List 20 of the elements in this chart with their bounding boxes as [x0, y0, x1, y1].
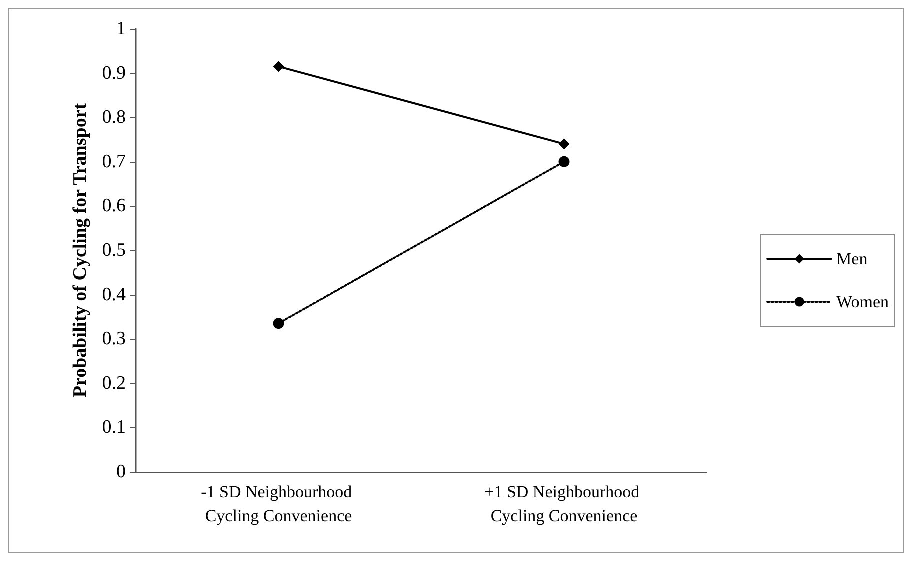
y-tick-label: 0.2	[102, 372, 126, 394]
point	[273, 61, 284, 72]
point	[558, 156, 570, 168]
y-axis-title: Probability of Cycling for Transport	[70, 102, 91, 398]
legend-label: Women	[836, 292, 890, 312]
y-tick-label: 0.9	[102, 62, 126, 84]
x-tick-label: +1 SD Neighbourhood Cycling Convenience	[484, 482, 644, 526]
y-tick-label: 0.4	[102, 284, 126, 306]
y-tick-label: 0.5	[102, 240, 126, 261]
legend-label: Men	[836, 250, 868, 268]
y-tick-label: 0.7	[102, 151, 126, 172]
y-tick-label: 0.3	[102, 328, 126, 350]
point	[558, 138, 570, 150]
y-tick-label: 0.8	[102, 107, 126, 128]
y-tick-label: 0.6	[102, 196, 126, 217]
y-tick-label: 0	[116, 462, 126, 482]
point	[273, 318, 284, 330]
y-tick-label: 0.1	[102, 417, 126, 438]
x-tick-label: -1 SD Neighbourhood Cycling Convenience	[201, 482, 356, 526]
y-tick-label: 1	[116, 18, 126, 40]
